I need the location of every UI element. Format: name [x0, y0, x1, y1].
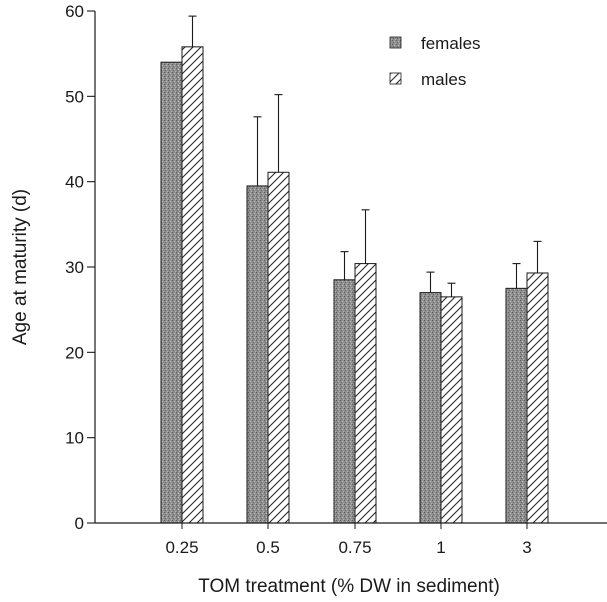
x-tick-label-3: 3	[522, 538, 531, 557]
bar-females-1	[419, 292, 442, 524]
legend-swatch-males	[389, 72, 402, 85]
y-tick-label-60: 60	[65, 2, 84, 21]
legend-label-females: females	[421, 34, 481, 53]
y-tick-label-0: 0	[75, 514, 84, 533]
bar-males-0.5	[267, 171, 290, 524]
y-axis-title: Age at maturity (d)	[10, 189, 31, 345]
y-tick-label-50: 50	[65, 87, 84, 106]
bar-males-0.75	[354, 263, 377, 524]
bar-females-3	[505, 287, 528, 524]
bar-females-0.75	[333, 279, 356, 524]
bar-males-3	[526, 272, 549, 524]
y-tick-label-40: 40	[65, 173, 84, 192]
legend-swatch-females	[389, 36, 402, 49]
bar-males-0.25	[181, 46, 204, 524]
x-tick-label-0.25: 0.25	[165, 538, 198, 557]
x-axis-title: TOM treatment (% DW in sediment)	[198, 576, 500, 597]
bar-females-0.25	[160, 61, 183, 524]
y-tick-label-20: 20	[65, 343, 84, 362]
x-tick-label-0.5: 0.5	[256, 538, 280, 557]
bar-males-1	[440, 296, 463, 524]
y-tick-label-30: 30	[65, 258, 84, 277]
x-tick-label-0.75: 0.75	[338, 538, 371, 557]
legend: females males	[389, 34, 481, 89]
legend-label-males: males	[421, 70, 466, 89]
y-tick-label-10: 10	[65, 429, 84, 448]
x-tick-label-1: 1	[436, 538, 445, 557]
bar-females-0.5	[246, 185, 269, 524]
